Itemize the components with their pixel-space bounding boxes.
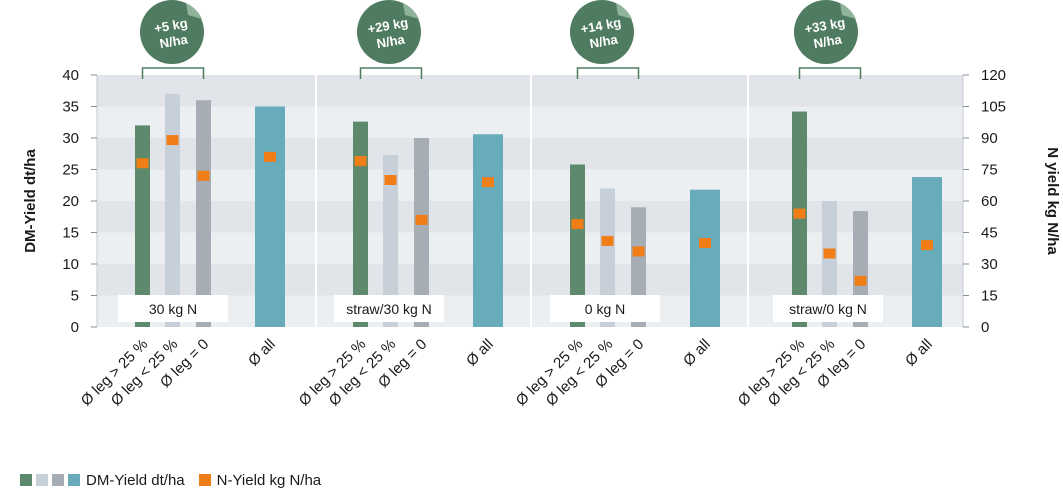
right-tick-label: 15 <box>981 288 998 305</box>
left-tick-label: 0 <box>71 319 79 336</box>
left-tick-label: 40 <box>62 67 79 84</box>
n-yield-marker <box>921 240 933 251</box>
group-bracket <box>359 67 423 79</box>
badge-line2: N/ha <box>812 31 843 51</box>
group-label: straw/30 kg N <box>346 301 432 317</box>
left-axis-title: DM-Yield dt/ha <box>22 149 39 253</box>
group-bracket <box>798 67 862 79</box>
n-yield-marker <box>632 246 645 257</box>
left-tick-label: 25 <box>62 162 79 179</box>
bar-dm-yield <box>690 189 720 327</box>
left-tick-label: 20 <box>62 193 79 210</box>
right-tick-label: 60 <box>981 193 998 210</box>
badge-circle <box>570 0 634 64</box>
bar-dm-yield <box>600 188 615 327</box>
category-label: Ø all <box>680 336 714 370</box>
left-tick-label: 30 <box>62 130 79 147</box>
badge-line2: N/ha <box>588 31 619 51</box>
group-label: 0 kg N <box>585 301 625 317</box>
group-bracket <box>141 67 205 79</box>
bar-dm-yield <box>792 111 807 327</box>
group-label-box <box>334 295 444 322</box>
badge-curl <box>186 3 202 19</box>
left-tick-label: 35 <box>62 99 79 116</box>
group-bracket <box>576 67 640 79</box>
legend: DM-Yield dt/ha N-Yield kg N/ha <box>20 470 321 490</box>
n-yield-marker <box>197 170 210 181</box>
group-label: straw/0 kg N <box>789 301 867 317</box>
bar-dm-yield <box>196 100 211 327</box>
n-yield-marker <box>415 214 428 225</box>
badge-circle <box>794 0 858 64</box>
left-tick-label: 10 <box>62 256 79 273</box>
group-label-box <box>550 295 660 322</box>
group-label-box <box>773 295 883 322</box>
bar-dm-yield <box>165 93 180 328</box>
bar-dm-yield <box>383 155 398 327</box>
right-tick-label: 75 <box>981 162 998 179</box>
badge-line2: N/ha <box>375 31 406 51</box>
n-yield-marker <box>793 208 806 219</box>
legend-swatch-n-yield <box>198 474 211 486</box>
badge-line1: +29 kg <box>366 15 409 37</box>
right-tick-label: 30 <box>981 256 998 273</box>
n-yield-marker <box>571 219 584 230</box>
n-yield-marker <box>166 135 179 146</box>
n-yield-marker <box>384 175 397 185</box>
n-yield-marker <box>823 248 836 259</box>
bar-dm-yield <box>570 164 585 327</box>
n-yield-marker <box>699 238 711 248</box>
bar-dm-yield <box>912 177 942 327</box>
legend-n-label: N-Yield kg N/ha <box>216 471 322 489</box>
left-tick-label: 15 <box>62 225 79 242</box>
badge-line1: +14 kg <box>579 15 622 37</box>
n-yield-marker <box>136 158 149 169</box>
legend-swatch-leg-high <box>20 474 32 486</box>
badge-curl <box>840 3 856 19</box>
group-label-box <box>118 295 228 322</box>
badge-circle <box>140 0 204 64</box>
legend-swatch-leg-low <box>36 474 48 486</box>
category-label: Ø all <box>463 336 497 370</box>
n-yield-marker <box>601 235 614 246</box>
right-tick-label: 0 <box>981 319 989 336</box>
n-yield-marker <box>854 275 867 286</box>
badge-line1: +5 kg <box>153 15 189 36</box>
bar-dm-yield <box>255 106 285 327</box>
badge-curl <box>616 3 632 19</box>
badge-line2: N/ha <box>158 31 189 51</box>
legend-swatch-leg-zero <box>52 474 64 486</box>
bar-dm-yield <box>473 134 503 327</box>
n-yield-marker <box>264 151 276 162</box>
right-tick-label: 45 <box>981 225 998 242</box>
bar-dm-yield <box>135 125 150 328</box>
legend-swatch-all <box>68 474 80 486</box>
right-tick-label: 90 <box>981 130 998 147</box>
bar-dm-yield <box>353 121 368 328</box>
n-yield-marker <box>354 156 367 167</box>
legend-dm-label: DM-Yield dt/ha <box>86 471 185 489</box>
n-yield-marker <box>482 177 494 188</box>
left-tick-label: 5 <box>71 288 79 305</box>
badge-circle <box>357 0 421 64</box>
group-label: 30 kg N <box>149 301 197 317</box>
badge-line1: +33 kg <box>803 15 846 37</box>
badge-curl <box>403 3 419 19</box>
right-tick-label: 105 <box>981 99 1006 116</box>
category-label: Ø all <box>902 336 936 370</box>
right-tick-label: 120 <box>981 67 1006 84</box>
bar-dm-yield <box>414 138 429 327</box>
category-label: Ø all <box>245 336 279 370</box>
right-axis-title: N yield kg N/ha <box>1044 147 1061 255</box>
